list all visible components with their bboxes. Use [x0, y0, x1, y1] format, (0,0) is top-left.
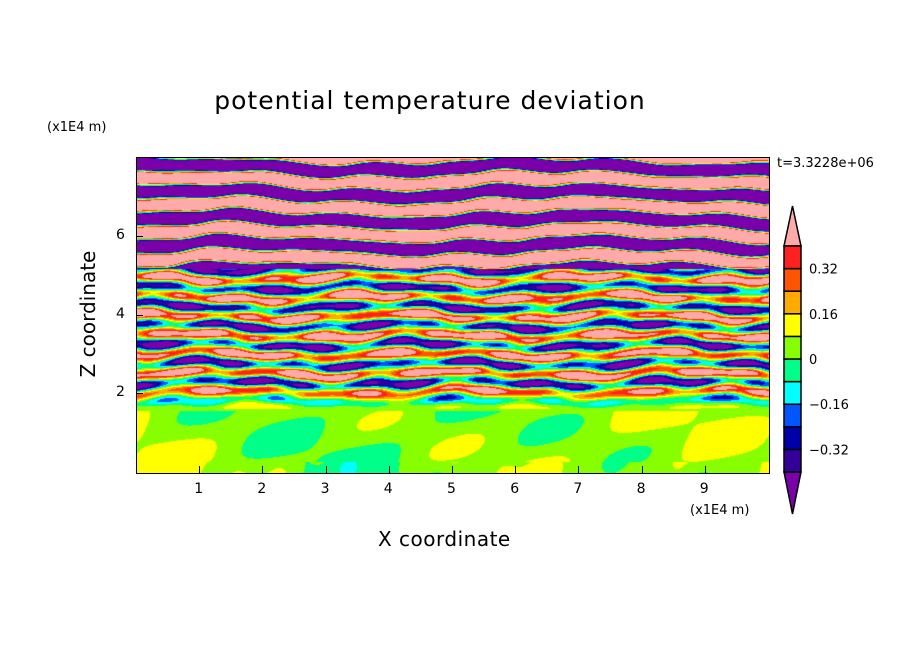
colorbar-extend-min — [783, 471, 802, 515]
colorbar-box — [783, 313, 802, 338]
y-tick — [136, 393, 143, 395]
y-tick-label: 4 — [116, 305, 125, 322]
y-axis-unit: (x1E4 m) — [47, 120, 107, 135]
colorbar-label: 0 — [809, 353, 817, 368]
x-tick — [578, 466, 580, 473]
x-tick-label: 7 — [573, 481, 583, 497]
colorbar-label: −0.32 — [809, 443, 849, 458]
colorbar-box — [783, 290, 802, 315]
y-tick — [136, 314, 143, 316]
colorbar-label: −0.16 — [809, 398, 849, 413]
contour-field — [137, 158, 769, 473]
time-label: t=3.3228e+06 — [777, 156, 874, 171]
y-tick — [136, 235, 143, 237]
x-tick-label: 3 — [320, 481, 330, 497]
x-tick — [641, 466, 643, 473]
colorbar-extend-max — [783, 205, 802, 247]
x-tick — [704, 466, 706, 473]
colorbar-box — [783, 245, 802, 270]
y-tick-label: 2 — [116, 384, 125, 401]
x-tick — [262, 466, 264, 473]
colorbar-box — [783, 335, 802, 360]
x-axis-label: X coordinate — [378, 527, 511, 551]
y-tick-label: 6 — [116, 226, 125, 243]
x-tick — [515, 466, 517, 473]
plot-area — [136, 157, 770, 474]
x-tick — [199, 466, 201, 473]
x-tick-label: 6 — [510, 481, 520, 497]
x-tick-label: 2 — [257, 481, 267, 497]
x-axis-unit: (x1E4 m) — [690, 503, 750, 518]
x-tick-label: 4 — [383, 481, 393, 497]
colorbar-label: 0.16 — [809, 308, 838, 323]
colorbar-box — [783, 358, 802, 383]
chart-title: potential temperature deviation — [214, 86, 646, 115]
x-tick — [325, 466, 327, 473]
colorbar-label: 0.32 — [809, 263, 838, 278]
x-tick-label: 1 — [194, 481, 204, 497]
colorbar-box — [783, 403, 802, 428]
x-tick-label: 8 — [636, 481, 646, 497]
x-tick — [388, 466, 390, 473]
colorbar-box — [783, 426, 802, 451]
colorbar-box — [783, 267, 802, 292]
colorbar-box — [783, 448, 802, 473]
x-tick-label: 9 — [699, 481, 709, 497]
x-tick-label: 5 — [447, 481, 456, 497]
colorbar-box — [783, 380, 802, 405]
x-tick — [452, 466, 453, 473]
